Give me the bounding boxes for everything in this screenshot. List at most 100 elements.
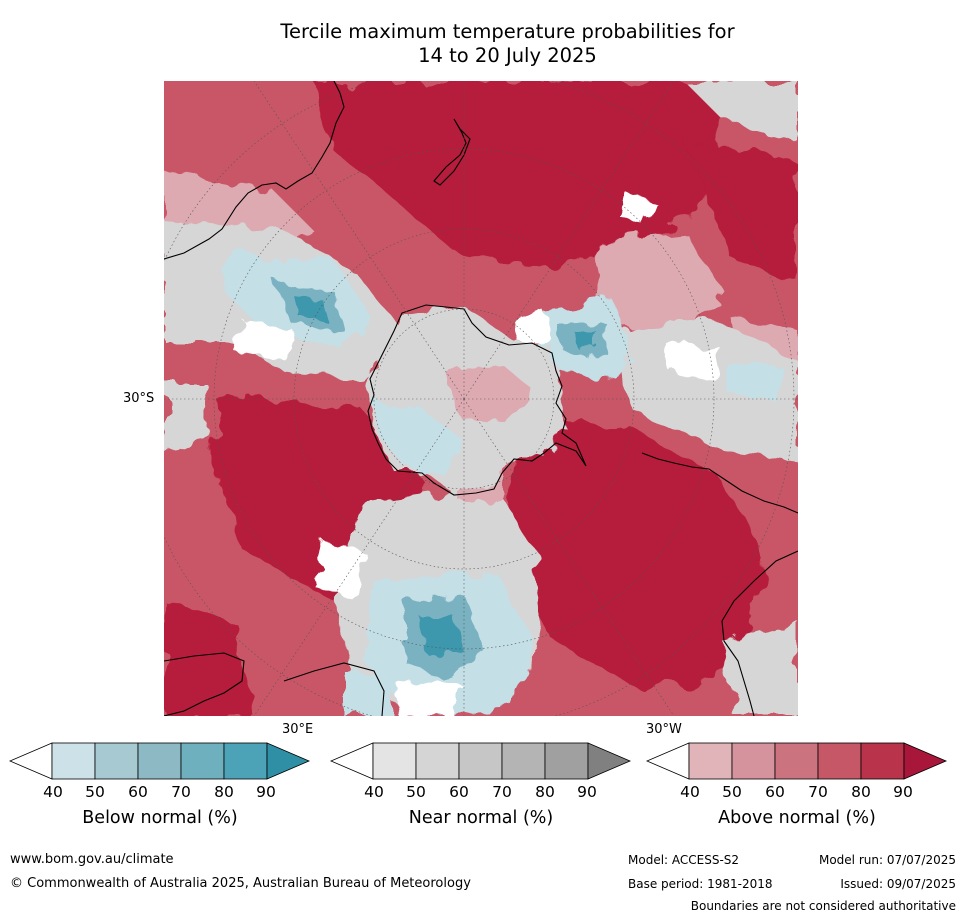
graticule-circle xyxy=(293,228,635,570)
colorbar-swatch xyxy=(860,742,905,780)
colorbar-above-swatches xyxy=(645,742,948,780)
colorbar-below xyxy=(8,742,311,780)
south-america-coastline xyxy=(641,452,798,716)
colorbar-near-title: Near normal (%) xyxy=(408,808,554,828)
colorbar-swatch xyxy=(458,742,503,780)
colorbar-swatch xyxy=(817,742,862,780)
model-run-date: Model run: 07/07/2025 xyxy=(818,853,956,867)
tick-label: 50 xyxy=(85,783,105,801)
website-link[interactable]: www.bom.gov.au/climate xyxy=(10,852,174,867)
australia-coastline xyxy=(164,81,345,260)
region-below-light xyxy=(724,361,784,401)
model-name: Model: ACCESS-S2 xyxy=(628,853,740,867)
colorbar-below-title: Below normal (%) xyxy=(82,808,238,828)
region-near-normal xyxy=(724,621,798,716)
region-no-dominant-tercile xyxy=(514,311,554,343)
new-zealand-coastline xyxy=(433,118,471,186)
colorbar-swatch xyxy=(180,742,225,780)
tick-label: 90 xyxy=(893,783,913,801)
region-no-dominant-tercile xyxy=(394,681,464,716)
tick-label: 60 xyxy=(765,783,785,801)
region-no-dominant-tercile xyxy=(619,191,654,226)
graticule-circle xyxy=(164,81,795,716)
antarctica xyxy=(367,304,587,496)
tick-label: 90 xyxy=(577,783,597,801)
colorbar-swatch xyxy=(137,742,182,780)
region-above-strong xyxy=(684,141,798,281)
colorbar-swatch xyxy=(94,742,139,780)
tick-label: 40 xyxy=(680,783,700,801)
colorbar-max-triangle xyxy=(266,742,311,780)
colorbar-near-swatches xyxy=(329,742,632,780)
colorbar-near xyxy=(329,742,632,780)
colorbar-above xyxy=(645,742,948,780)
region-no-dominant-tercile xyxy=(314,541,364,601)
tick-label: 60 xyxy=(128,783,148,801)
africa-coastline xyxy=(164,652,245,716)
region-near-normal xyxy=(604,321,798,461)
longitude-label-west: 30°W xyxy=(646,722,682,737)
colorbar-min-triangle xyxy=(8,742,53,780)
region-below-strong xyxy=(574,331,596,349)
base-period: Base period: 1981-2018 xyxy=(628,877,773,891)
colorbar-below-swatches xyxy=(8,742,311,780)
tick-label: 60 xyxy=(449,783,469,801)
map-canvas xyxy=(164,81,798,716)
copyright-notice: © Commonwealth of Australia 2025, Austra… xyxy=(10,876,471,891)
tick-label: 50 xyxy=(406,783,426,801)
colorbar-above-title: Above normal (%) xyxy=(718,808,876,828)
tick-label: 80 xyxy=(214,783,234,801)
colorbar-swatch xyxy=(688,742,733,780)
region-below-strong xyxy=(294,296,326,321)
tick-label: 40 xyxy=(364,783,384,801)
longitude-label-east: 30°E xyxy=(282,722,314,737)
graticule-meridian xyxy=(463,398,675,716)
region-above-strong xyxy=(164,601,254,716)
colorbar-swatch xyxy=(223,742,268,780)
colorbar-swatch xyxy=(372,742,417,780)
map-title-line2: 14 to 20 July 2025 xyxy=(418,44,597,67)
tick-label: 90 xyxy=(256,783,276,801)
probability-map xyxy=(164,81,798,716)
probability-shading xyxy=(164,81,798,716)
africa-south-coastline xyxy=(283,662,385,716)
region-no-dominant-tercile xyxy=(664,341,724,381)
antarctica-coastline xyxy=(367,304,587,496)
antarctica-above-normal xyxy=(444,366,534,421)
colorbar-max-triangle xyxy=(587,742,632,780)
region-above-light xyxy=(594,231,724,341)
colorbar-swatch xyxy=(415,742,460,780)
colorbar-swatch xyxy=(774,742,819,780)
region-above-strong xyxy=(314,81,724,271)
tick-label: 50 xyxy=(722,783,742,801)
region-below-light xyxy=(344,671,394,716)
region-below-strong xyxy=(419,616,464,656)
colorbar-swatch xyxy=(731,742,776,780)
colorbar-min-triangle xyxy=(329,742,374,780)
issued-date: Issued: 09/07/2025 xyxy=(840,877,956,891)
colorbar-min-triangle xyxy=(645,742,690,780)
colorbar-swatch xyxy=(501,742,546,780)
colorbar-max-triangle xyxy=(903,742,948,780)
region-near-normal xyxy=(684,81,798,141)
graticule-circle xyxy=(213,148,715,650)
map-title: Tercile maximum temperature probabilitie… xyxy=(200,20,815,68)
boundaries-disclaimer: Boundaries are not considered authoritat… xyxy=(690,899,956,913)
tick-label: 70 xyxy=(808,783,828,801)
graticule xyxy=(164,81,798,716)
antarctica-below-normal xyxy=(374,401,464,476)
latitude-label: 30°S xyxy=(123,391,155,406)
graticule-meridian xyxy=(253,398,465,716)
tick-label: 70 xyxy=(171,783,191,801)
tick-label: 80 xyxy=(535,783,555,801)
tick-label: 80 xyxy=(851,783,871,801)
tick-label: 70 xyxy=(492,783,512,801)
colorbar-swatch xyxy=(544,742,589,780)
region-no-dominant-tercile xyxy=(234,321,294,361)
graticule-circle xyxy=(373,308,555,490)
map-title-line1: Tercile maximum temperature probabilitie… xyxy=(280,20,735,43)
region-near-normal xyxy=(164,381,214,451)
tick-label: 40 xyxy=(43,783,63,801)
region-above-strong xyxy=(504,411,764,691)
colorbar-swatch xyxy=(51,742,96,780)
